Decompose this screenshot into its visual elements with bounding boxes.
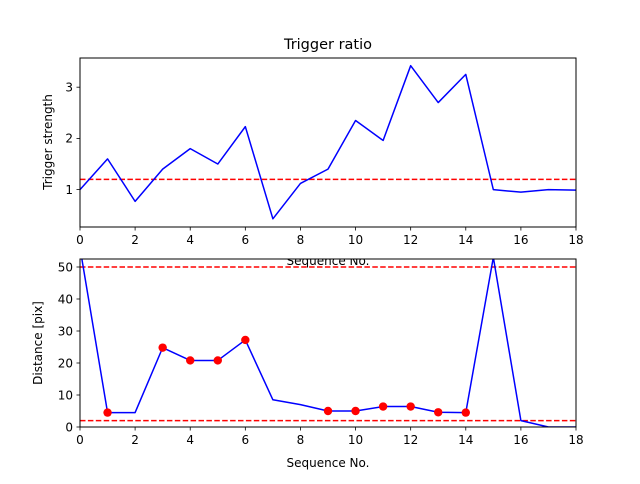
top-xtick-label: 6	[242, 233, 250, 247]
top-xtick-label: 10	[348, 233, 363, 247]
bottom-xtick-label: 6	[242, 433, 250, 447]
bottom-data-point	[351, 406, 360, 416]
bottom-xtick-label: 14	[458, 433, 473, 447]
bottom-yaxis-label: Distance [pix]	[31, 301, 45, 385]
bottom-xtick-label: 10	[348, 433, 363, 447]
bottom-data-point	[186, 356, 195, 365]
top-xtick-label: 12	[403, 233, 418, 247]
top-ytick-label: 3	[65, 80, 73, 94]
bottom-xtick-label: 12	[403, 433, 418, 447]
top-chart-title: Trigger ratio	[283, 37, 372, 53]
bottom-ytick-label: 20	[58, 356, 73, 370]
bottom-data-point	[406, 402, 415, 411]
bottom-xtick-label: 8	[297, 433, 305, 447]
bottom-data-point	[241, 335, 250, 345]
bottom-data-point	[434, 408, 443, 417]
bottom-data-point	[323, 406, 333, 416]
bottom-plot-frame	[79, 258, 577, 428]
bottom-data-point	[378, 402, 388, 411]
bottom-ytick-label: 50	[58, 260, 73, 274]
top-yaxis-label: Trigger strength	[41, 94, 55, 191]
bottom-ytick-label: 30	[58, 324, 73, 338]
bottom-chart-bg	[80, 248, 576, 259]
bottom-ytick-label: 0	[65, 420, 73, 434]
top-xtick-label: 2	[131, 233, 139, 247]
top-xtick-label: 0	[76, 233, 84, 247]
bottom-xaxis-label: Sequence No.	[287, 456, 370, 470]
top-xtick-label: 4	[186, 233, 194, 247]
bottom-xtick-label: 18	[568, 433, 583, 447]
bottom-ytick-label: 40	[58, 292, 73, 306]
top-xtick-label: 8	[297, 233, 305, 247]
bottom-xtick-label: 16	[513, 433, 528, 447]
top-xtick-label: 18	[568, 233, 583, 247]
top-xtick-label: 16	[513, 233, 528, 247]
bottom-xtick-label: 4	[186, 433, 194, 447]
top-series-line	[80, 64, 576, 220]
top-xtick-label: 14	[458, 233, 473, 247]
bottom-series-line	[81, 259, 576, 427]
bottom-xtick-label: 0	[76, 433, 84, 447]
top-ytick-label: 2	[65, 132, 73, 146]
top-ytick-label: 1	[65, 183, 73, 197]
top-plot-frame	[79, 57, 577, 228]
bottom-data-point	[213, 356, 222, 365]
bottom-data-point	[103, 408, 112, 417]
bottom-ytick-label: 10	[58, 388, 73, 402]
bottom-xtick-label: 2	[131, 433, 139, 447]
bottom-data-point	[158, 343, 167, 352]
bottom-data-point	[461, 408, 470, 417]
